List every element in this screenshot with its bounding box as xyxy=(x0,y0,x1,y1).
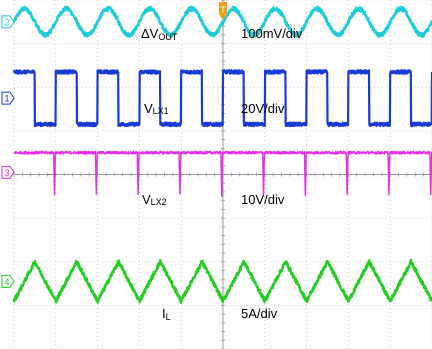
label-il: IL xyxy=(162,306,171,322)
label-vlx2: VLX2 xyxy=(142,192,167,207)
trace-ch4 xyxy=(12,258,432,304)
label-vlx1: VLX1 xyxy=(144,101,169,116)
trace-ch2 xyxy=(12,5,432,39)
trigger-marker: T xyxy=(219,2,227,20)
trace-ch1 xyxy=(12,69,432,128)
scale-vlx1: 20V/div xyxy=(241,101,285,116)
channel-marker-1: 1 xyxy=(1,91,15,105)
svg-text:1: 1 xyxy=(4,94,9,104)
grid xyxy=(13,0,432,349)
svg-text:4: 4 xyxy=(4,277,9,287)
scale-vout: 100mV/div xyxy=(241,26,303,41)
scale-vlx2: 10V/div xyxy=(241,192,285,207)
channel-markers: 2 1 3 4 xyxy=(1,15,15,288)
label-vout: ΔVOUT xyxy=(141,26,178,42)
channel-marker-4: 4 xyxy=(1,274,15,288)
traces xyxy=(12,5,432,304)
channel-marker-2: 2 xyxy=(1,15,15,29)
svg-text:3: 3 xyxy=(4,168,9,178)
channel-marker-3: 3 xyxy=(1,165,15,179)
trace-ch3 xyxy=(13,150,432,198)
scale-il: 5A/div xyxy=(241,306,278,321)
svg-text:T: T xyxy=(220,5,226,15)
svg-text:2: 2 xyxy=(4,17,9,27)
